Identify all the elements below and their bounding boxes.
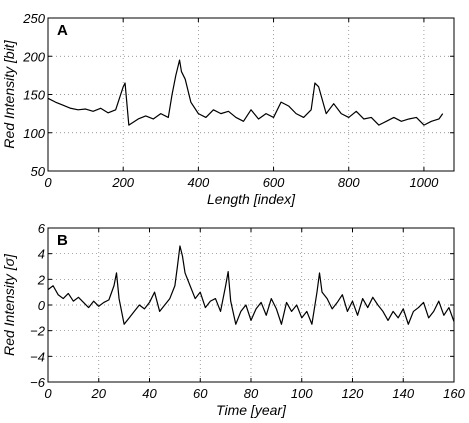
panel-label: A <box>57 22 68 39</box>
y-axis-label: Red Intensity [bit] <box>1 39 17 148</box>
x-tick-label: 20 <box>91 386 107 401</box>
x-axis-label: Time [year] <box>216 402 287 418</box>
series-line <box>47 245 455 325</box>
y-tick-label: 4 <box>38 247 45 262</box>
y-axis-label: Red Intensity [σ] <box>1 253 17 356</box>
x-tick-label: 120 <box>342 386 364 401</box>
x-tick-label: 0 <box>44 386 52 401</box>
y-tick-label: 2 <box>37 272 46 287</box>
panel-b: 0 20 40 60 80 100 120 140 160 −6 −4 −2 0 2 4 6B Time [ye… <box>1 221 466 418</box>
y-tick-label: 0 <box>38 298 46 313</box>
y-tick-label: 200 <box>22 49 45 64</box>
y-tick-label: 6 <box>38 221 46 236</box>
x-tick-label: 800 <box>338 175 360 190</box>
x-tick-label: 40 <box>142 386 157 401</box>
x-axis-label: Length [index] <box>207 191 296 207</box>
y-tick-label: 250 <box>22 11 45 26</box>
x-tick-label: 1000 <box>409 175 439 190</box>
y-tick-label: −4 <box>30 349 45 364</box>
x-tick-label: 160 <box>443 386 465 401</box>
x-tick-label: 140 <box>392 386 414 401</box>
y-tick-label: 50 <box>31 164 46 179</box>
x-tick-label: 60 <box>193 386 208 401</box>
y-tick-label: 100 <box>23 126 45 141</box>
y-tick-label: −6 <box>30 375 46 390</box>
x-tick-label: 0 <box>44 175 52 190</box>
x-tick-label: 80 <box>244 386 259 401</box>
x-tick-label: 200 <box>111 175 134 190</box>
panel-a: 0 200 400 600 800 1000 50 100 150 200 250 A Length [… <box>1 11 455 207</box>
y-tick-label: −2 <box>30 324 46 339</box>
x-tick-label: 600 <box>263 175 285 190</box>
y-tick-label: 150 <box>23 88 45 103</box>
x-tick-label: 100 <box>291 386 313 401</box>
panel-label: B <box>57 232 68 249</box>
series-line <box>47 59 444 126</box>
x-tick-label: 400 <box>188 175 210 190</box>
